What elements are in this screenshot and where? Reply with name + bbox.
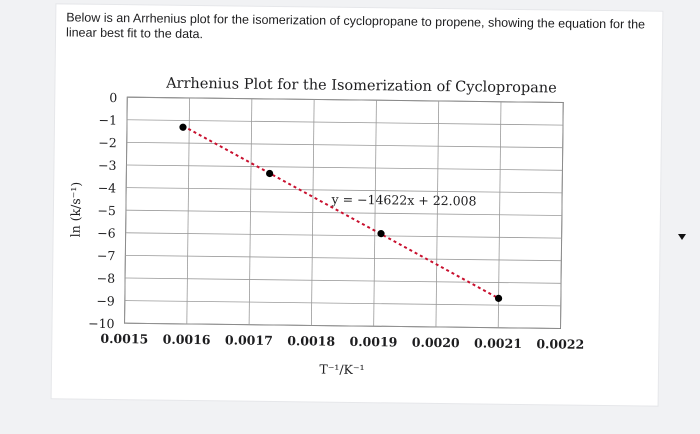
- x-tick-label: 0.0020: [412, 335, 460, 351]
- x-tick-label: 0.0018: [287, 333, 335, 349]
- y-tick-label: −1: [98, 112, 117, 127]
- y-axis-label: ln (k/s⁻¹): [68, 182, 84, 238]
- x-axis-label: T⁻¹/K⁻¹: [319, 362, 364, 378]
- grid-line-horizontal: [127, 119, 563, 126]
- x-tick-label: 0.0017: [225, 332, 273, 348]
- grid-line-horizontal: [124, 300, 561, 307]
- grid-line-horizontal: [127, 96, 564, 103]
- y-tick-label: −3: [98, 158, 117, 173]
- trendline-equation: y = −14622x + 22.008: [331, 192, 477, 209]
- grid-line-horizontal: [124, 322, 561, 329]
- x-tick-label: 0.0019: [349, 334, 397, 350]
- y-tick-label: −2: [98, 135, 117, 150]
- y-tick-label: −10: [88, 316, 115, 331]
- grid-line-horizontal: [126, 164, 563, 171]
- data-point: [179, 123, 187, 131]
- data-point: [494, 294, 503, 302]
- x-tick-label: 0.0021: [474, 335, 522, 351]
- x-tick-labels: 0.0015 0.0016 0.0017 0.0018 0.0019 0.0020 0.00…: [100, 331, 584, 352]
- x-tick-label: 0.0016: [163, 332, 211, 348]
- y-tick-label: −5: [97, 203, 116, 218]
- data-points: [179, 123, 503, 302]
- arrhenius-chart: Arrhenius Plot for the Isomerization of …: [68, 76, 585, 378]
- y-tick-label: −4: [98, 180, 117, 195]
- grid-line-horizontal: [126, 141, 563, 149]
- y-tick-label: −6: [97, 225, 116, 240]
- grid-line-horizontal: [125, 277, 562, 284]
- grid-line-horizontal: [126, 187, 563, 194]
- y-tick-labels: 0 −1 −2 −3 −4 −5 −6 −7 −8 −9 −10: [88, 90, 117, 331]
- grid-line-horizontal: [125, 232, 562, 239]
- y-tick-label: 0: [109, 90, 117, 105]
- grid-line-horizontal: [125, 254, 562, 262]
- x-tick-label: 0.0015: [100, 331, 148, 347]
- y-tick-label: −7: [97, 248, 116, 263]
- x-tick-label: 0.0022: [536, 336, 584, 352]
- y-tick-label: −8: [97, 271, 116, 286]
- y-tick-label: −9: [96, 293, 115, 308]
- data-point: [266, 169, 274, 178]
- chart-title: Arrhenius Plot for the Isomerization of …: [165, 76, 557, 97]
- data-point: [377, 230, 385, 238]
- question-card: Below is an Arrhenius plot for the isome…: [51, 4, 663, 406]
- caret-down-icon[interactable]: [678, 234, 686, 240]
